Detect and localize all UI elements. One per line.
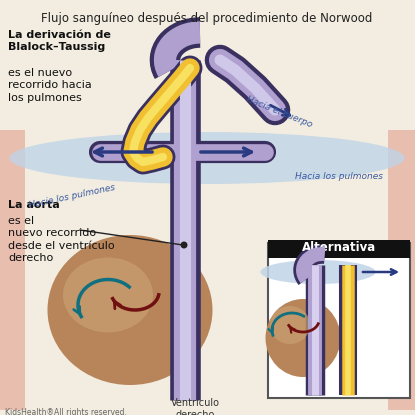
Ellipse shape [261,260,376,284]
Text: es el
nuevo recorrido
desde el ventrículo
derecho: es el nuevo recorrido desde el ventrícul… [8,216,115,263]
Ellipse shape [10,132,405,184]
Text: Alternativa: Alternativa [302,241,376,254]
Text: La aorta: La aorta [8,200,60,210]
Text: Hacia los pulmones: Hacia los pulmones [295,172,383,181]
FancyBboxPatch shape [268,240,410,258]
FancyBboxPatch shape [388,130,415,410]
Text: Flujo sanguíneo después del procedimiento de Norwood: Flujo sanguíneo después del procedimient… [42,12,373,25]
Text: KidsHealth®All rights reserved.: KidsHealth®All rights reserved. [5,408,127,415]
Circle shape [181,242,188,249]
FancyBboxPatch shape [0,130,25,410]
FancyBboxPatch shape [268,243,410,398]
Text: La derivación de
Blalock–Taussig: La derivación de Blalock–Taussig [8,30,111,52]
Text: Ventrículo
derecho: Ventrículo derecho [171,398,220,415]
Ellipse shape [266,299,340,377]
Ellipse shape [47,235,212,385]
Text: Hacia los pulmones: Hacia los pulmones [28,183,116,210]
Text: Hacia el cuerpo: Hacia el cuerpo [245,95,313,129]
Ellipse shape [270,306,310,344]
Ellipse shape [63,257,153,332]
Text: es el nuevo
recorrido hacia
los pulmones: es el nuevo recorrido hacia los pulmones [8,68,92,103]
